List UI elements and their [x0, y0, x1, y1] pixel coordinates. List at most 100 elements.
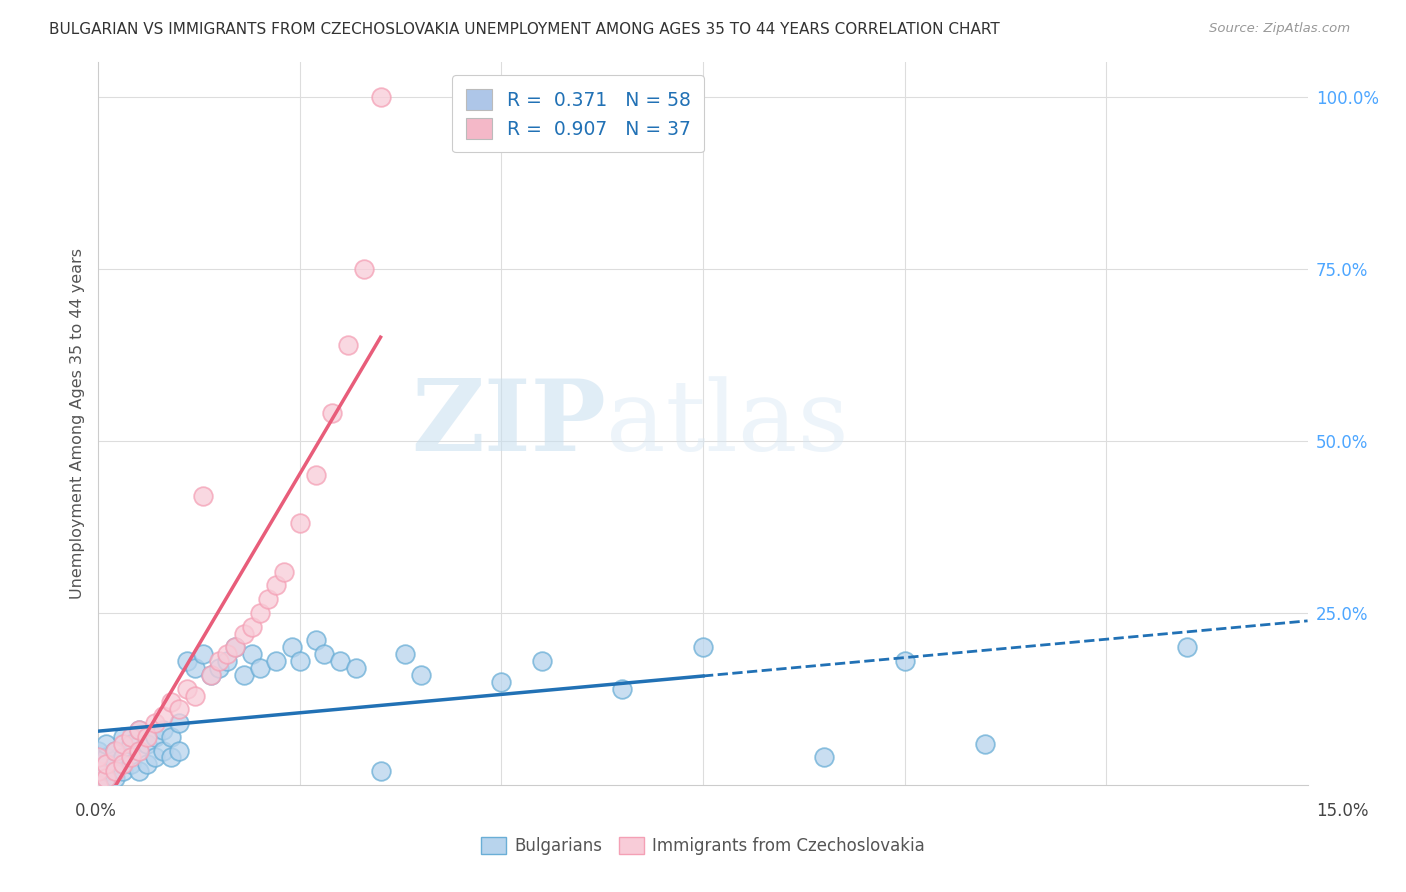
Point	[87, 764, 110, 779]
Point	[176, 681, 198, 696]
Point	[152, 723, 174, 737]
Point	[160, 695, 183, 709]
Point	[103, 771, 125, 785]
Point	[87, 750, 110, 764]
Point	[370, 764, 392, 779]
Point	[120, 730, 142, 744]
Point	[217, 654, 239, 668]
Point	[288, 516, 311, 531]
Point	[193, 647, 215, 661]
Point	[321, 406, 343, 420]
Point	[813, 750, 835, 764]
Point	[96, 750, 118, 764]
Point	[249, 606, 271, 620]
Legend: R =  0.371   N = 58, R =  0.907   N = 37: R = 0.371 N = 58, R = 0.907 N = 37	[453, 76, 704, 153]
Point	[167, 702, 190, 716]
Point	[281, 640, 304, 655]
Point	[974, 737, 997, 751]
Point	[152, 743, 174, 757]
Point	[692, 640, 714, 655]
Point	[103, 743, 125, 757]
Point	[249, 661, 271, 675]
Point	[135, 757, 157, 772]
Point	[353, 261, 375, 276]
Point	[135, 737, 157, 751]
Point	[240, 620, 263, 634]
Point	[128, 764, 150, 779]
Point	[200, 668, 222, 682]
Point	[143, 730, 166, 744]
Point	[111, 730, 134, 744]
Point	[530, 654, 553, 668]
Y-axis label: Unemployment Among Ages 35 to 44 years: Unemployment Among Ages 35 to 44 years	[69, 248, 84, 599]
Point	[96, 764, 118, 779]
Point	[87, 743, 110, 757]
Point	[87, 778, 110, 792]
Point	[184, 689, 207, 703]
Text: BULGARIAN VS IMMIGRANTS FROM CZECHOSLOVAKIA UNEMPLOYMENT AMONG AGES 35 TO 44 YEA: BULGARIAN VS IMMIGRANTS FROM CZECHOSLOVA…	[49, 22, 1000, 37]
Point	[491, 674, 513, 689]
Point	[314, 647, 336, 661]
Point	[264, 578, 287, 592]
Point	[111, 750, 134, 764]
Point	[893, 654, 915, 668]
Point	[143, 750, 166, 764]
Point	[152, 709, 174, 723]
Point	[87, 757, 110, 772]
Point	[143, 716, 166, 731]
Point	[128, 743, 150, 757]
Point	[111, 764, 134, 779]
Point	[370, 90, 392, 104]
Point	[111, 757, 134, 772]
Point	[305, 468, 328, 483]
Text: Source: ZipAtlas.com: Source: ZipAtlas.com	[1209, 22, 1350, 36]
Point	[111, 737, 134, 751]
Point	[337, 337, 360, 351]
Point	[120, 757, 142, 772]
Point	[87, 771, 110, 785]
Point	[217, 647, 239, 661]
Point	[103, 743, 125, 757]
Point	[612, 681, 634, 696]
Point	[96, 737, 118, 751]
Point	[232, 626, 254, 640]
Point	[128, 723, 150, 737]
Point	[120, 737, 142, 751]
Point	[135, 730, 157, 744]
Point	[193, 489, 215, 503]
Point	[96, 757, 118, 772]
Point	[96, 771, 118, 785]
Point	[394, 647, 416, 661]
Legend: Bulgarians, Immigrants from Czechoslovakia: Bulgarians, Immigrants from Czechoslovak…	[474, 830, 932, 862]
Point	[120, 750, 142, 764]
Point	[208, 654, 231, 668]
Text: atlas: atlas	[606, 376, 849, 472]
Point	[160, 730, 183, 744]
Point	[200, 668, 222, 682]
Point	[167, 716, 190, 731]
Point	[128, 723, 150, 737]
Point	[160, 750, 183, 764]
Point	[87, 764, 110, 779]
Text: 15.0%: 15.0%	[1316, 802, 1369, 820]
Point	[232, 668, 254, 682]
Point	[273, 565, 295, 579]
Point	[103, 764, 125, 779]
Point	[103, 757, 125, 772]
Point	[224, 640, 246, 655]
Text: 0.0%: 0.0%	[75, 802, 117, 820]
Point	[128, 743, 150, 757]
Point	[96, 771, 118, 785]
Point	[184, 661, 207, 675]
Point	[256, 592, 278, 607]
Point	[264, 654, 287, 668]
Point	[87, 778, 110, 792]
Point	[329, 654, 352, 668]
Point	[240, 647, 263, 661]
Point	[305, 633, 328, 648]
Point	[224, 640, 246, 655]
Point	[167, 743, 190, 757]
Point	[288, 654, 311, 668]
Point	[208, 661, 231, 675]
Point	[1175, 640, 1198, 655]
